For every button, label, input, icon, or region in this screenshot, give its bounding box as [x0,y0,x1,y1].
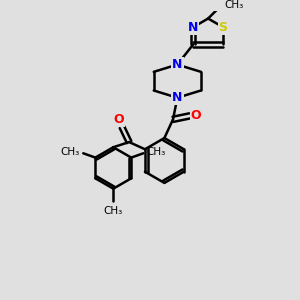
Text: CH₃: CH₃ [147,147,166,157]
Text: O: O [191,110,201,122]
Text: N: N [172,91,182,104]
Text: S: S [219,21,228,34]
Text: CH₃: CH₃ [104,206,123,216]
Text: N: N [172,58,182,71]
Text: CH₃: CH₃ [224,0,244,10]
Text: CH₃: CH₃ [61,147,80,157]
Text: N: N [188,21,198,34]
Text: O: O [113,113,124,126]
